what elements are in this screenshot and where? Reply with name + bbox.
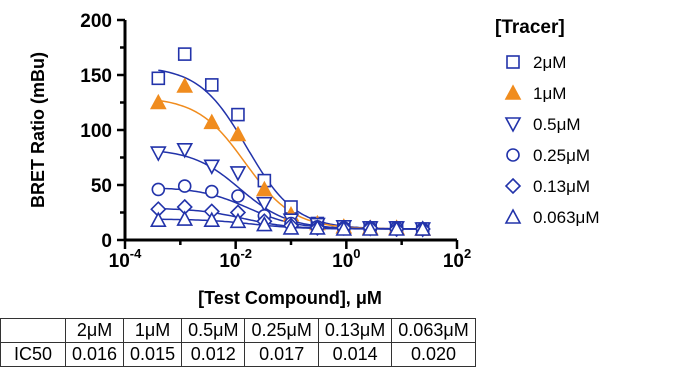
data-point — [361, 220, 379, 236]
legend-marker — [504, 117, 522, 133]
legend-marker — [504, 84, 522, 100]
data-point — [229, 166, 247, 182]
chart-axes: 0 50 100 150 200 10-4 10-2 100 102 — [80, 11, 471, 272]
data-point — [151, 182, 166, 197]
table-header-cell: 0.063μM — [391, 318, 476, 343]
y-axis-label: BRET Ratio (mBu) — [28, 52, 48, 208]
y-tick-label: 50 — [91, 176, 112, 197]
data-point — [256, 180, 273, 197]
table-row: IC50 0.016 0.015 0.012 0.017 0.014 0.020 — [0, 342, 476, 367]
data-point — [256, 196, 273, 213]
x-tick-label: 10-2 — [219, 246, 252, 272]
data-point — [149, 93, 167, 110]
legend-title: [Tracer] — [495, 17, 565, 38]
data-point — [256, 215, 273, 232]
y-tick-label: 200 — [80, 11, 112, 32]
legend-marker — [506, 148, 520, 162]
table-header-row: 2μM 1μM 0.5μM 0.25μM 0.13μM 0.063μM — [0, 318, 476, 343]
ic50-table: 2μM 1μM 0.5μM 0.25μM 0.13μM 0.063μM IC50… — [0, 318, 476, 367]
y-tick-label: 100 — [80, 121, 112, 142]
legend-marker — [506, 55, 520, 69]
table-cell: 0.015 — [123, 342, 183, 367]
table-cell: 0.014 — [317, 342, 393, 367]
data-point — [176, 210, 194, 226]
y-tick-label: 150 — [80, 66, 112, 87]
legend-entry: 0.5μM — [533, 115, 581, 134]
table-header-cell: 0.5μM — [181, 318, 246, 343]
table-header-cell: 1μM — [123, 318, 183, 343]
legend-entry: 1μM — [533, 84, 566, 103]
data-point — [204, 78, 219, 92]
data-point — [388, 220, 405, 236]
table-cell: 0.020 — [391, 342, 476, 367]
table-cell: 0.012 — [181, 342, 246, 367]
x-tick-label: 102 — [443, 246, 471, 272]
data-point — [149, 211, 167, 227]
data-point — [282, 219, 300, 235]
data-point — [203, 113, 221, 130]
legend: [Tracer] 2μM 1μM 0.5μM 0.25μM 0.13μM 0.063μM — [495, 17, 600, 227]
data-point — [149, 146, 167, 162]
table-row-label: IC50 — [0, 342, 66, 367]
table-cell: 0.017 — [244, 342, 319, 367]
x-tick-label: 10-4 — [109, 246, 142, 272]
data-point — [177, 47, 192, 61]
data-point — [176, 143, 194, 159]
data-point — [176, 77, 194, 93]
table-header-cell: 0.25μM — [244, 318, 319, 343]
data-point — [203, 211, 221, 227]
table-header-cell: 2μM — [64, 318, 125, 343]
legend-entry: 0.25μM — [533, 146, 590, 165]
data-point — [204, 184, 219, 199]
y-tick-label: 0 — [101, 231, 112, 252]
legend-marker — [504, 208, 522, 224]
data-point — [335, 220, 353, 236]
data-point — [229, 212, 247, 229]
legend-entry: 2μM — [533, 53, 566, 72]
table-cell: 0.016 — [64, 342, 125, 367]
data-point — [151, 71, 166, 86]
legend-marker — [504, 177, 522, 195]
data-point — [177, 179, 192, 193]
data-point — [231, 107, 245, 122]
data-point — [203, 159, 221, 175]
table-corner-cell — [0, 318, 66, 343]
data-point — [231, 189, 245, 203]
data-point — [229, 125, 247, 142]
legend-entry: 0.063μM — [533, 208, 600, 227]
table-header-cell: 0.13μM — [317, 318, 393, 343]
x-axis-label: [Test Compound], μM — [198, 288, 382, 308]
data-point — [309, 219, 326, 235]
data-point — [414, 220, 432, 236]
data-points — [149, 47, 432, 238]
legend-entry: 0.13μM — [533, 177, 590, 196]
x-tick-label: 100 — [332, 246, 360, 272]
